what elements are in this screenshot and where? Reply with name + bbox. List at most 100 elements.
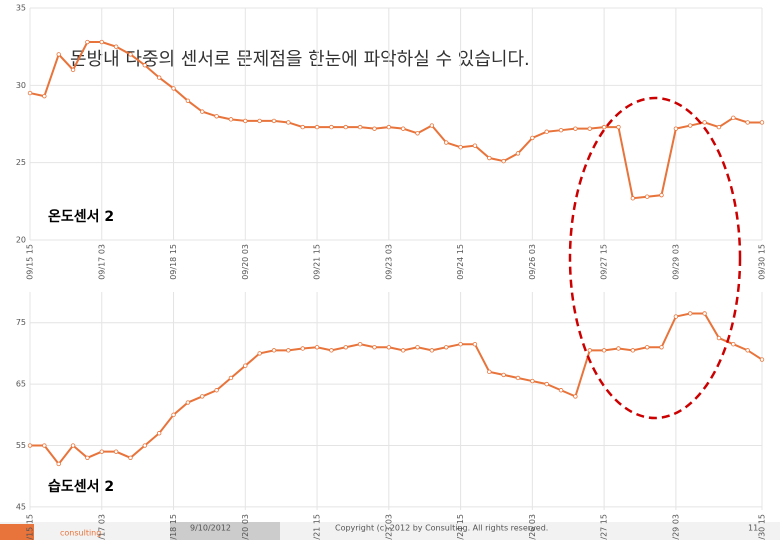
x-tick-label: 09/20 03 (241, 244, 250, 280)
data-point (530, 135, 535, 141)
data-point (257, 351, 262, 356)
data-point (343, 124, 348, 130)
x-tick-label: 09/21 15 (313, 514, 322, 540)
x-tick-label: 09/24 15 (456, 244, 465, 280)
data-point (85, 39, 90, 45)
series-line (29, 41, 762, 200)
data-point (759, 357, 765, 362)
data-point (745, 120, 750, 125)
footer-page: 11 (748, 524, 758, 533)
data-point (99, 449, 104, 454)
data-point (42, 443, 47, 448)
data-point (472, 143, 478, 148)
x-tick-label: 09/30 15 (758, 514, 767, 540)
data-point (558, 127, 564, 133)
data-point (630, 196, 636, 201)
data-point (673, 126, 679, 131)
data-point (300, 124, 305, 130)
data-point (372, 345, 377, 350)
x-tick-label: 09/24 15 (456, 514, 465, 540)
x-tick-label: 09/27 15 (600, 244, 609, 280)
x-tick-label: 09/26 03 (528, 514, 537, 540)
x-tick-label: 09/18 15 (169, 244, 178, 280)
data-point (27, 443, 33, 448)
footer-date-box (170, 522, 280, 540)
heading: 돈방내 다중의 센서로 문제점을 한눈에 파악하실 수 있습니다. (70, 49, 530, 70)
data-point (472, 341, 478, 347)
footer-date: 9/10/2012 (190, 524, 231, 533)
data-point (329, 348, 334, 353)
data-point (99, 39, 104, 45)
data-point (544, 381, 549, 387)
logo (0, 524, 34, 540)
x-tick-label: 09/21 15 (313, 244, 322, 280)
x-tick-label: 09/23 03 (384, 244, 393, 280)
data-point (243, 363, 248, 368)
data-point (716, 124, 722, 130)
data-point (487, 155, 492, 161)
data-point (400, 348, 406, 353)
data-point (142, 443, 148, 448)
data-point (429, 348, 435, 353)
y-tick-label: 25 (16, 158, 26, 167)
data-point (113, 449, 119, 454)
data-point (444, 140, 449, 145)
data-point (616, 346, 621, 351)
data-point (286, 348, 291, 353)
data-point (587, 348, 592, 353)
data-point (171, 86, 176, 91)
data-point (487, 369, 492, 375)
data-point (70, 443, 76, 448)
data-point (587, 126, 592, 131)
series-line (30, 312, 763, 466)
data-point (573, 126, 578, 131)
data-point (357, 124, 363, 130)
data-point (142, 63, 148, 68)
data-point (271, 118, 277, 124)
data-point (185, 400, 191, 405)
data-point (558, 388, 564, 393)
x-tick-label: 09/30 15 (758, 244, 767, 280)
chart-label: 온도센서 2 (48, 209, 114, 225)
data-point (56, 52, 61, 57)
data-point (314, 124, 320, 130)
x-tick-label: 09/20 03 (241, 514, 250, 540)
highlight-ellipse (568, 96, 742, 420)
x-tick-label: 09/29 03 (671, 514, 680, 540)
data-point (515, 151, 521, 156)
data-point (731, 115, 736, 121)
data-point (644, 345, 650, 350)
data-point (444, 345, 449, 350)
data-point (530, 378, 535, 384)
footer-brand: consulting (60, 529, 101, 538)
y-tick-label: 45 (16, 502, 26, 511)
x-tick-label: 09/23 03 (384, 514, 393, 540)
data-point (156, 431, 162, 436)
x-tick-label: 09/26 03 (528, 244, 537, 280)
data-point (286, 120, 291, 125)
data-point (601, 124, 607, 130)
footer-copyright: Copyright (c) 2012 by Consulting. All ri… (335, 524, 548, 533)
data-point (42, 93, 47, 99)
data-point (200, 109, 205, 114)
data-point (716, 335, 722, 341)
chart-label: 습도센서 2 (48, 479, 114, 495)
data-point (630, 348, 636, 353)
data-point (759, 120, 765, 125)
data-point (329, 124, 334, 130)
data-point (415, 131, 420, 136)
data-point (70, 67, 76, 73)
data-point (601, 348, 607, 353)
data-point (27, 90, 33, 96)
data-point (228, 117, 234, 122)
data-point (659, 192, 664, 198)
y-tick-label: 20 (16, 236, 26, 245)
data-point (415, 345, 420, 350)
data-point (214, 388, 219, 393)
data-point (702, 311, 707, 316)
data-point (185, 98, 191, 103)
data-point (214, 114, 219, 119)
data-point (644, 194, 650, 199)
x-tick-label: 09/15 15 (26, 514, 35, 540)
